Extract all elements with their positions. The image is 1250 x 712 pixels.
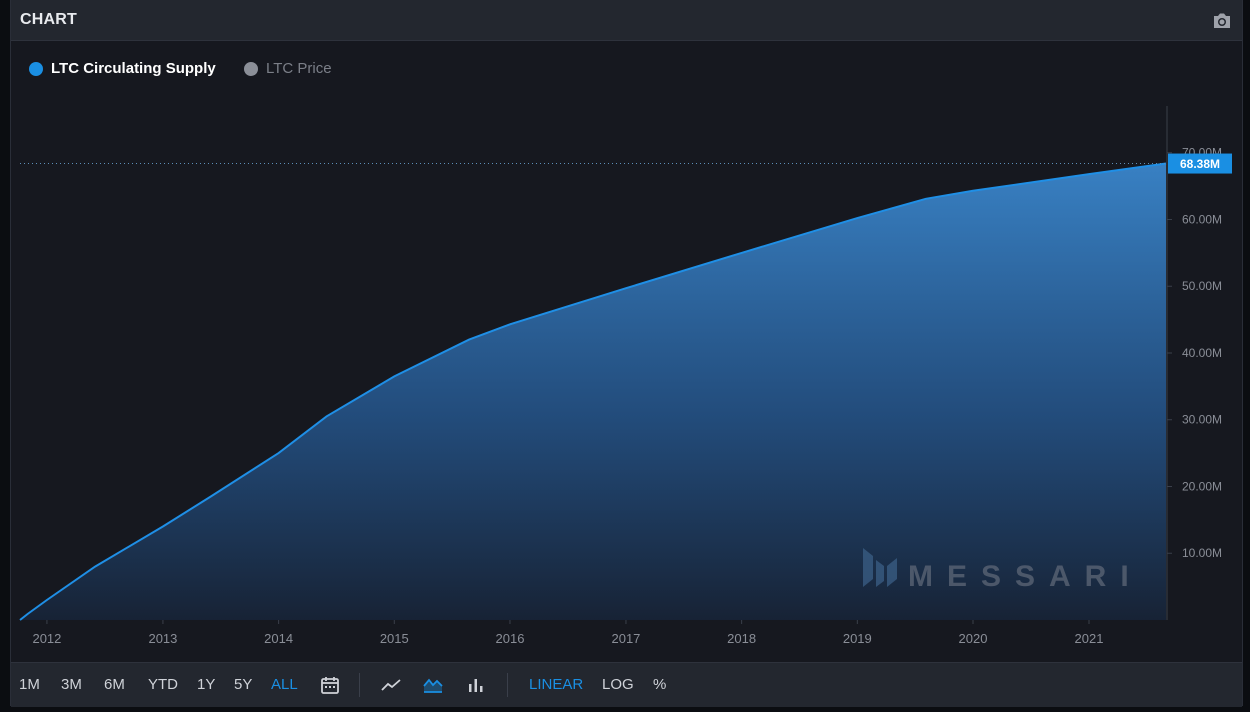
range-all-button[interactable]: ALL — [271, 676, 298, 693]
calendar-icon[interactable] — [320, 675, 340, 695]
messari-watermark: MESSARI — [863, 548, 1143, 593]
range-3m-button[interactable]: 3M — [61, 676, 82, 693]
area-chart-icon[interactable] — [423, 675, 443, 695]
legend-dot-ltc-circulating-supply — [29, 62, 43, 76]
series-area-ltc-circulating-supply — [20, 163, 1166, 620]
y-tick-label: 50.00M — [1182, 279, 1222, 293]
chart-header: CHART — [11, 0, 1242, 41]
y-tick-label: 20.00M — [1182, 479, 1222, 493]
range-1y-button[interactable]: 1Y — [197, 676, 216, 693]
range-1m-button[interactable]: 1M — [19, 676, 40, 693]
y-tick-label: 10.00M — [1182, 546, 1222, 560]
range-5y-button[interactable]: 5Y — [234, 676, 253, 693]
last-value-label: 68.38M — [1180, 157, 1220, 171]
chart-panel: CHART LTC Circulating Supply LTC Price — [10, 0, 1243, 707]
last-value-badge — [1168, 153, 1232, 174]
scale-linear-button[interactable]: LINEAR — [529, 676, 584, 693]
series-line-ltc-circulating-supply — [19, 162, 1167, 621]
bar-chart-icon[interactable] — [466, 675, 486, 695]
x-tick-label: 2019 — [843, 631, 872, 646]
chart-toolbar: 1M 3M 6M YTD 1Y 5Y ALL — [11, 662, 1242, 707]
range-ytd-button[interactable]: YTD — [148, 676, 178, 693]
legend-label-ltc-price: LTC Price — [266, 60, 332, 77]
legend-label-ltc-circulating-supply: LTC Circulating Supply — [51, 60, 216, 77]
scale-percent-button[interactable]: % — [653, 676, 667, 693]
x-tick-label: 2020 — [959, 631, 988, 646]
y-tick-label: 60.00M — [1182, 212, 1222, 226]
x-tick-label: 2012 — [32, 631, 61, 646]
toolbar-divider — [359, 673, 360, 697]
legend-dot-ltc-price — [244, 62, 258, 76]
x-tick-label: 2014 — [264, 631, 293, 646]
range-6m-button[interactable]: 6M — [104, 676, 125, 693]
y-tick-label: 30.00M — [1182, 413, 1222, 427]
chart-header-title: CHART — [20, 11, 77, 28]
x-tick-label: 2015 — [380, 631, 409, 646]
chart-plot: MESSARI 10.00M 20.00M 30.00M 40.00M 50.00M 60… — [19, 106, 1232, 646]
x-tick-label: 2013 — [148, 631, 177, 646]
x-tick-label: 2016 — [496, 631, 525, 646]
camera-icon[interactable] — [1212, 12, 1232, 30]
x-tick-label: 2017 — [611, 631, 640, 646]
line-chart-icon[interactable] — [381, 675, 401, 695]
toolbar-divider — [507, 673, 508, 697]
x-tick-label: 2021 — [1075, 631, 1104, 646]
scale-log-button[interactable]: LOG — [602, 676, 634, 693]
messari-logo-icon — [863, 548, 897, 587]
y-tick-label: 40.00M — [1182, 346, 1222, 360]
messari-watermark-text: MESSARI — [908, 560, 1143, 593]
x-tick-label: 2018 — [727, 631, 756, 646]
